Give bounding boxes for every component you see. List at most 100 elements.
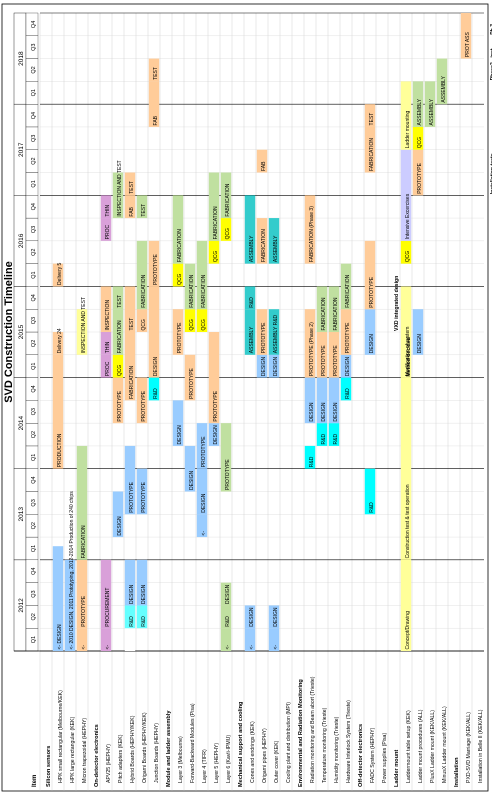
gantt-bar: [100, 286, 112, 332]
gantt-bar: [220, 218, 232, 241]
bar-label: FABRICATION: [129, 366, 135, 399]
quarter-label: Q1: [31, 180, 37, 187]
quarter-label: Q2: [31, 613, 37, 620]
item-label: Layer 4 (TIFR): [202, 749, 208, 783]
gantt-bar: [172, 309, 184, 355]
item-label: PXD-SVD Marriage (KEK/ALL): [466, 712, 472, 783]
year-label-2012: 2012: [18, 598, 25, 613]
gantt-bar: [52, 263, 64, 287]
bar-label: Modification of system: [405, 327, 411, 376]
bar-label: FABRICATION: [117, 320, 123, 353]
bar-label: DESIGN: [249, 607, 255, 627]
gantt-bar: [364, 104, 376, 127]
gantt-bar: [424, 81, 436, 127]
gantt-bar: [136, 468, 148, 515]
bar-label: PROTOTYPE: [189, 367, 195, 398]
quarter-label: Q3: [31, 590, 37, 597]
gantt-bar: [184, 445, 196, 492]
quarter-label: Q2: [31, 522, 37, 529]
bar-label: FABRICATION: [321, 297, 327, 330]
quarter-label: Q1: [31, 271, 37, 278]
gantt-bar: [148, 58, 160, 82]
annotation-label: inst.: [490, 46, 492, 57]
quarter-label: Q1: [31, 454, 37, 461]
annotation-label: Method decided: [406, 337, 412, 376]
gantt-bar: [136, 195, 148, 219]
gantt-bar: [124, 332, 136, 401]
gantt-bar: [220, 172, 232, 219]
bar-label: DESIGN: [129, 584, 135, 604]
bar-label: R&D: [249, 297, 255, 308]
gantt-bar: [124, 445, 136, 515]
quarter-label: Q1: [31, 363, 37, 370]
item-label: Installation in Belle II (KEK/ALL): [478, 709, 484, 783]
bar-label: FAB: [261, 161, 267, 171]
gantt-bar: [136, 309, 148, 332]
gantt-bar: [412, 81, 424, 127]
bar-label: PROC: [105, 361, 111, 376]
quarter-label: Q4: [31, 385, 37, 392]
item-label: Cones and endrings (KEK): [250, 721, 256, 783]
bar-label: DESIGN: [333, 402, 339, 422]
item-label: Humidity monitoring (Trieste): [334, 716, 340, 783]
bar-label: PROC: [105, 225, 111, 240]
gantt-bar: [64, 559, 76, 651]
quarter-label: Q4: [31, 21, 37, 28]
gantt-bar: [208, 423, 220, 446]
gantt-bar: [244, 309, 256, 355]
bar-label: Ladder mounting: [405, 110, 411, 148]
bar-label: PROTOTYPE (Phase 2): [309, 322, 315, 376]
bar-label: ASSEMBLY: [249, 326, 255, 353]
bar-label: FABRICATION (Phase 3): [309, 206, 315, 262]
bar-label: PROTOTYPE: [345, 322, 351, 353]
gantt-bar: [340, 309, 352, 355]
bar-label: ASSEMBLY: [417, 98, 423, 125]
bar-label: THIN: [105, 341, 111, 353]
bar-label: PROTOTYPE: [177, 322, 183, 353]
gantt-bar: [148, 240, 160, 287]
section-label: Installation: [454, 757, 460, 787]
quarter-label: Q3: [31, 499, 37, 506]
bar-label: FABRICATION: [369, 138, 375, 171]
chart-frame: [1, 3, 489, 792]
bar-label: Delivery 24: [57, 328, 63, 353]
gantt-bar: [328, 332, 340, 378]
item-label: Layer 6 (Kavli-IPMU): [226, 735, 232, 783]
gantt-bar: [400, 240, 412, 264]
gantt-bar: [256, 354, 268, 378]
quarter-label: Q1: [31, 545, 37, 552]
bar-label: R&D: [225, 616, 231, 627]
bar-label: DESIGN: [273, 607, 279, 627]
annotation-label: Ph 3: [490, 24, 492, 35]
bar-label: PROTOTYPE: [369, 276, 375, 307]
item-label: Layer 3 (Melbourne): [178, 736, 184, 783]
bar-label: DESIGN: [225, 584, 231, 604]
annotation-label: Phase2: [490, 62, 492, 80]
bar-label: PROTOTYPE: [225, 459, 231, 490]
gantt-bar: [112, 286, 124, 310]
gantt-bar: [400, 286, 412, 378]
gantt-bar: [124, 605, 136, 629]
item-label: HPK large rectangular (KEK): [70, 716, 76, 783]
item-label: APV25 (HEPHY): [106, 744, 112, 783]
bar-label: FABRICATION: [225, 183, 231, 216]
bar-label: TEST: [141, 204, 147, 217]
gantt-bar: [220, 605, 232, 629]
gantt-bar: [184, 309, 196, 332]
gantt-bar: [400, 559, 412, 651]
quarter-label: Q2: [31, 66, 37, 73]
bar-label: DESIGN: [369, 334, 375, 354]
gantt-bar: [268, 354, 280, 378]
gantt-bar: [244, 286, 256, 310]
item-label: MinusX Ladder mount (KEK/ALL): [442, 706, 448, 783]
gantt-bar: [304, 195, 316, 264]
quarter-label: Q4: [31, 568, 37, 575]
bar-label: PROTOTYPE: [81, 595, 87, 626]
gantt-bar: [364, 240, 376, 310]
gantt-bar: [184, 263, 196, 310]
gantt-bar: [400, 149, 412, 241]
gantt-bar: [124, 559, 136, 606]
gantt-bar: [172, 195, 184, 264]
gantt-bar: [136, 605, 148, 629]
